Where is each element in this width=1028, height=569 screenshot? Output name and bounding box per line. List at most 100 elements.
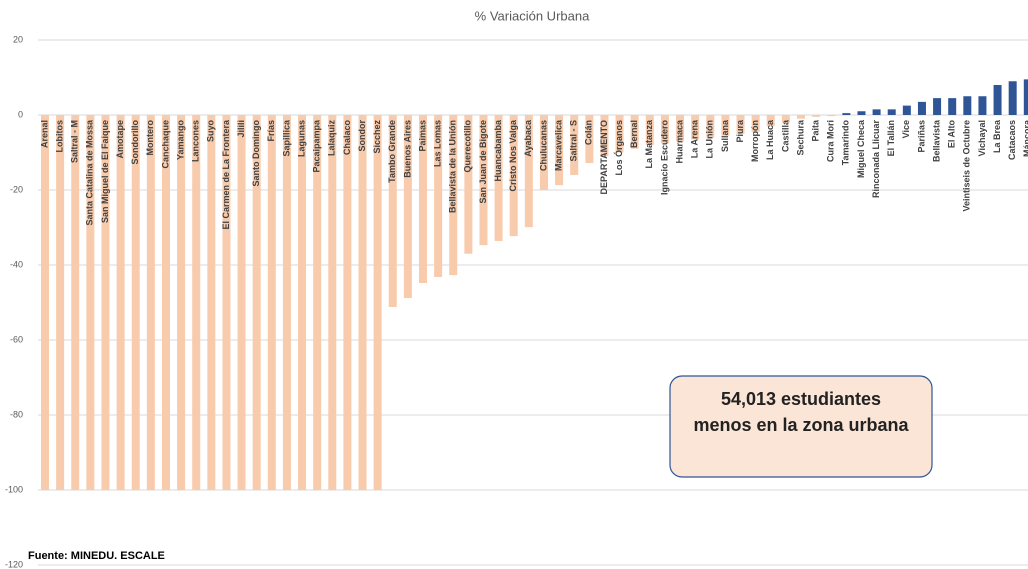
bar [267,115,276,490]
bar [539,115,548,190]
x-tick-label: Suyo [206,120,216,143]
x-tick-label: Huarmaca [674,119,684,164]
x-tick-label: Ignacio Escudero [659,120,669,196]
bar [751,115,760,132]
x-tick-label: Pariñas [916,120,926,153]
bar [192,115,201,490]
x-tick-label: Chalaco [342,120,352,156]
bar [630,115,639,149]
x-tick-label: Los Órganos [613,120,624,176]
annotation-box [669,375,933,478]
bar [116,115,125,490]
bar [842,113,851,115]
bar [676,115,685,142]
x-tick-label: Santo Domingo [251,120,261,187]
bar [328,115,337,490]
y-tick-label: 0 [18,109,23,119]
bar [419,115,427,283]
chart-title: % Variación Urbana [475,8,590,23]
x-tick-label: Piura [735,119,745,143]
bar [555,115,564,186]
bar [585,115,594,163]
x-tick-label: Amotape [115,120,125,159]
bar [600,115,609,157]
bar [993,85,1002,115]
bar [978,96,987,115]
bar [161,115,170,490]
bar [146,115,155,490]
x-tick-label: Vichayal [977,120,987,156]
x-tick-label: Chulucanas [538,120,548,171]
x-tick-label: Sapillica [281,119,291,157]
bar [252,115,261,490]
bar [41,115,49,490]
x-tick-label: Máncora [1022,119,1028,157]
x-tick-label: Cura Mori [826,120,836,162]
x-tick-label: Sicchez [372,120,382,154]
x-tick-label: El Tallán [886,120,896,156]
y-tick-label: -60 [10,334,23,344]
x-tick-label: Buenos Aires [402,120,412,178]
bar [509,115,518,237]
x-tick-label: Paimas [417,120,427,152]
x-tick-label: Bellavista [931,119,941,162]
bar [645,115,654,145]
bar [449,115,458,276]
bar [403,115,412,298]
source: Fuente: MINEDU. ESCALE [28,550,165,562]
x-tick-label: Veintiseis de Octubre [962,120,972,212]
y-tick-label: -40 [10,259,23,269]
x-tick-label: Cristo Nos Valga [508,119,518,192]
x-tick-label: Paita [810,119,820,142]
x-tick-label: Saltral - S [569,120,579,162]
bar [766,115,775,127]
bar [660,115,669,144]
bar [872,109,881,115]
bar [222,115,231,490]
x-tick-label: La Huaca [765,119,775,160]
x-tick-label: Yamango [175,120,185,161]
annotation: menos en la zona urbana [693,415,909,435]
bar [570,115,579,175]
x-tick-label: Sondorillo [130,120,140,165]
bar [237,115,246,490]
x-tick-label: Morropón [750,120,760,162]
x-tick-label: Sondor [357,120,367,152]
bar [56,115,65,490]
x-tick-label: La Matanza [644,119,654,169]
x-tick-label: Vice [901,120,911,138]
bar [434,115,443,277]
bar [902,105,911,115]
bar [207,115,216,490]
x-tick-label: Lancones [191,120,201,162]
bar [298,115,307,490]
x-tick-label: Sechura [795,119,805,156]
y-tick-label: -20 [10,184,23,194]
x-tick-label: Miguel Checa [856,119,866,178]
bar [524,115,533,228]
bar [857,111,866,115]
bar [721,115,730,136]
bar [479,115,488,246]
x-tick-label: San Juan de Bigote [478,120,488,204]
bar [131,115,140,490]
bar [812,115,821,117]
bar [101,115,110,490]
x-tick-label: Tamarindo [841,120,851,166]
x-tick-label: Ayabaca [523,119,533,157]
x-tick-label: San Miguel de El Faique [100,120,110,223]
x-tick-label: Catacaos [1007,120,1017,160]
bar [86,115,95,490]
bar [373,115,382,490]
x-tick-label: Castilla [780,119,790,152]
x-tick-label: Montero [145,120,155,156]
y-tick-label: -120 [5,559,23,569]
bar [781,115,790,123]
x-tick-label: Canchaque [160,120,170,169]
bar [313,115,322,490]
bar [177,115,186,490]
bar [797,115,805,119]
x-tick-label: Rinconada Llicuar [871,120,881,199]
x-tick-label: DEPARTAMENTO [599,120,609,195]
